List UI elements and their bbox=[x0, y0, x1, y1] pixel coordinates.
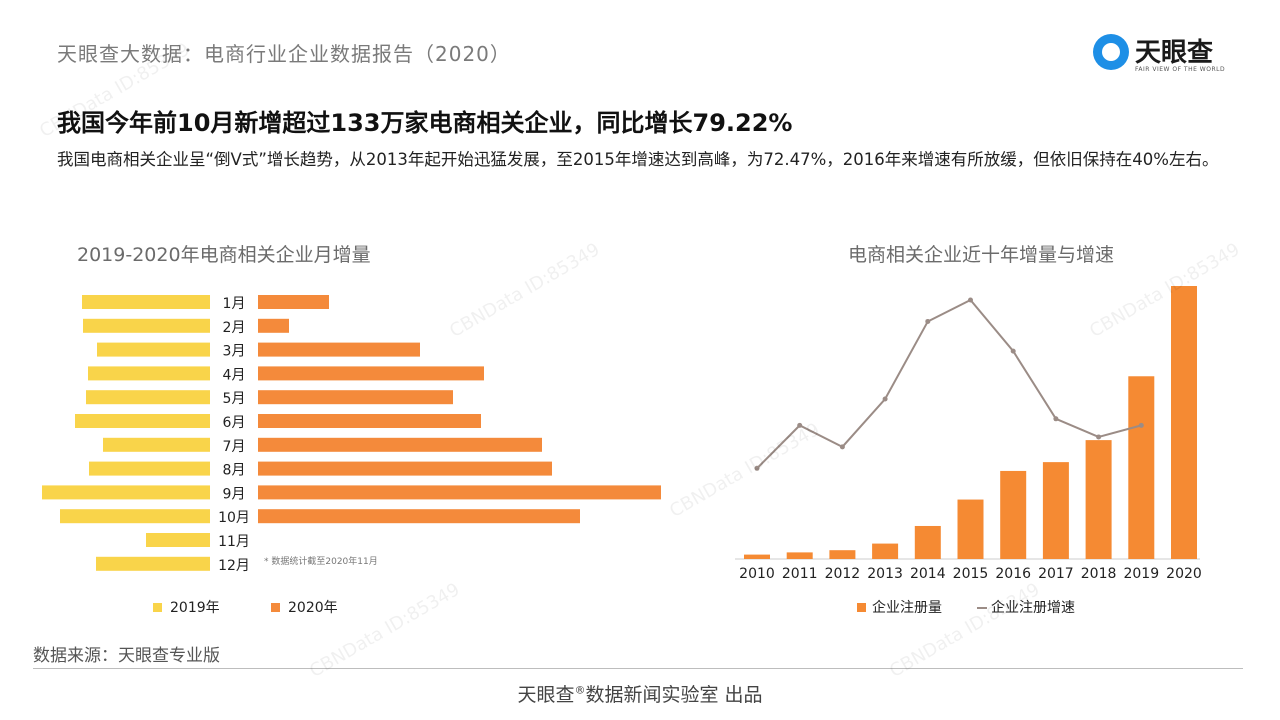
bar-2020 bbox=[258, 437, 542, 452]
registered-mark: ® bbox=[574, 683, 586, 697]
legend-swatch-2020 bbox=[271, 603, 280, 612]
bar-registrations bbox=[786, 552, 813, 559]
bar-2019 bbox=[75, 414, 210, 428]
bar-registrations bbox=[1128, 376, 1155, 559]
bar-2019 bbox=[146, 533, 210, 547]
logo-tagline: FAIR VIEW OF THE WORLD bbox=[1135, 66, 1226, 73]
growth-rate-point bbox=[1096, 434, 1102, 440]
legend-swatch-registrations bbox=[857, 603, 866, 612]
growth-rate-point bbox=[754, 465, 760, 471]
bar-2020 bbox=[258, 509, 580, 524]
bar-2020 bbox=[258, 414, 481, 428]
bar-registrations bbox=[1042, 462, 1069, 559]
bar-2019 bbox=[97, 342, 210, 357]
legend-label-registrations: 企业注册量 bbox=[872, 599, 942, 616]
footer-text: 数据新闻实验室 出品 bbox=[585, 684, 763, 706]
growth-rate-point bbox=[1138, 422, 1144, 428]
month-label: 12月 bbox=[218, 558, 250, 574]
bar-2019 bbox=[88, 366, 210, 381]
growth-rate-point bbox=[1053, 416, 1059, 422]
bar-2020 bbox=[258, 342, 420, 357]
bar-registrations bbox=[829, 550, 856, 559]
legend-label-growth: 企业注册增速 bbox=[991, 599, 1075, 616]
growth-rate-point bbox=[925, 318, 931, 324]
month-label: 5月 bbox=[223, 391, 246, 407]
bar-registrations bbox=[872, 543, 899, 559]
report-title: 天眼查大数据：电商行业企业数据报告（2020） bbox=[57, 42, 511, 66]
bar-2020 bbox=[258, 295, 329, 309]
month-label: 7月 bbox=[223, 439, 246, 455]
bar-2019 bbox=[89, 461, 210, 476]
year-label: 2010 bbox=[739, 566, 775, 582]
month-label: 6月 bbox=[223, 415, 246, 431]
bar-2019 bbox=[82, 295, 210, 309]
month-label: 2月 bbox=[223, 320, 246, 336]
legend-swatch-2019 bbox=[153, 603, 162, 612]
month-label: 9月 bbox=[223, 486, 246, 502]
month-label: 11月 bbox=[218, 534, 250, 550]
headline: 我国今年前10月新增超过133万家电商相关企业，同比增长79.22% bbox=[57, 109, 793, 137]
year-label: 2019 bbox=[1123, 566, 1159, 582]
legend-label-2020: 2020年 bbox=[288, 600, 338, 616]
year-label: 2020 bbox=[1166, 566, 1202, 582]
growth-rate-line bbox=[756, 298, 1142, 470]
legend-label-2019: 2019年 bbox=[170, 600, 220, 616]
bar-2019 bbox=[42, 485, 210, 500]
bar-registrations bbox=[1000, 470, 1027, 559]
bar-2020 bbox=[258, 461, 552, 476]
month-label: 8月 bbox=[223, 463, 246, 479]
bar-2020 bbox=[258, 485, 661, 500]
growth-rate-point bbox=[797, 422, 803, 428]
growth-rate-point bbox=[839, 444, 845, 450]
year-label: 2017 bbox=[1038, 566, 1074, 582]
growth-rate-point bbox=[968, 297, 973, 303]
bar-2019 bbox=[103, 437, 210, 452]
growth-rate-point bbox=[882, 396, 888, 402]
bar-registrations bbox=[744, 554, 770, 559]
bar-2019 bbox=[83, 318, 210, 333]
bar-registrations bbox=[914, 525, 941, 559]
month-label: 1月 bbox=[223, 296, 246, 312]
footer-divider bbox=[33, 668, 1243, 669]
month-label: 10月 bbox=[218, 510, 250, 526]
decade-increase-chart: 2010 2011 2012 2013 2014 2015 2016 2017 2018 2019… bbox=[735, 286, 1202, 616]
bar-2019 bbox=[86, 390, 210, 405]
monthly-increase-chart: 1月 2月 3月 4月 5月 6月 7月 8月 9月 10月 11月 12月 * 数据统计截至2020年… bbox=[42, 295, 661, 616]
bar-registrations bbox=[1085, 440, 1112, 559]
left-chart-title: 2019-2020年电商相关企业月增量 bbox=[77, 244, 371, 266]
tianyancha-logo: 天眼查 FAIR VIEW OF THE WORLD bbox=[1093, 30, 1233, 80]
year-label: 2015 bbox=[953, 566, 989, 582]
chart-annotation: * 数据统计截至2020年11月 bbox=[264, 555, 378, 567]
footer-brand: 天眼查 bbox=[517, 684, 575, 706]
month-label: 4月 bbox=[223, 367, 246, 383]
bar-2019 bbox=[96, 556, 210, 571]
bar-registrations bbox=[957, 499, 984, 559]
bar-registrations bbox=[1171, 286, 1197, 559]
data-source: 数据来源：天眼查专业版 bbox=[33, 646, 220, 666]
year-label: 2014 bbox=[910, 566, 946, 582]
year-label: 2016 bbox=[995, 566, 1031, 582]
year-label: 2012 bbox=[825, 566, 861, 582]
year-label: 2018 bbox=[1081, 566, 1117, 582]
bar-2019 bbox=[60, 509, 210, 524]
logo-name: 天眼查 bbox=[1135, 38, 1214, 68]
bar-2020 bbox=[258, 366, 484, 381]
right-chart-title: 电商相关企业近十年增量与增速 bbox=[848, 244, 1115, 266]
summary-text: 我国电商相关企业呈“倒V式”增长趋势，从2013年起开始迅猛发展，至2015年增… bbox=[57, 150, 1219, 169]
footer: 天眼查®数据新闻实验室 出品 bbox=[0, 680, 1280, 707]
year-label: 2013 bbox=[867, 566, 903, 582]
bar-2020 bbox=[258, 390, 453, 405]
logo-mark-icon bbox=[1093, 34, 1129, 70]
month-label: 3月 bbox=[223, 344, 246, 360]
bar-2020 bbox=[258, 318, 289, 333]
growth-rate-point bbox=[1010, 348, 1016, 354]
year-label: 2011 bbox=[782, 566, 818, 582]
